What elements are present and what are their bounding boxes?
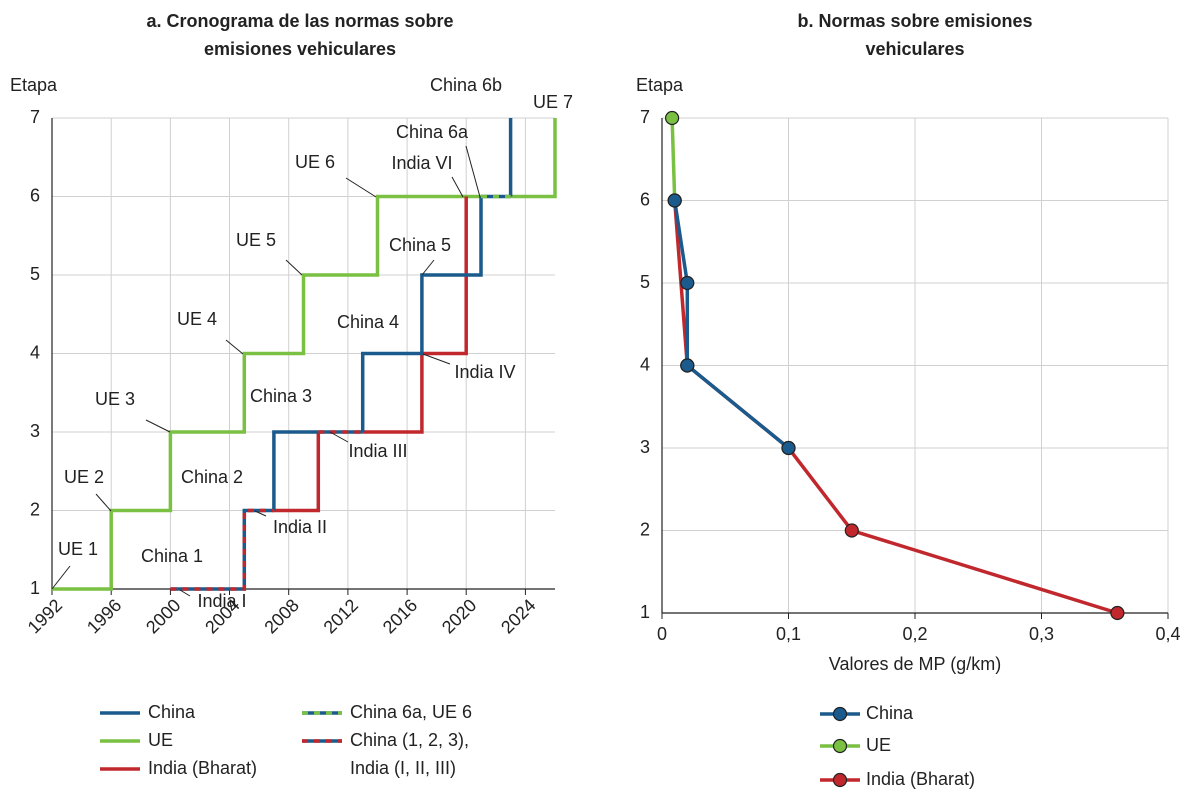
- annotation-leader: [285, 259, 303, 276]
- annotation: China 4: [337, 312, 399, 332]
- y-tick-label: 4: [30, 342, 40, 362]
- series-line: [52, 194, 481, 591]
- x-tick-label: 1996: [83, 595, 125, 637]
- annotation-leader: [422, 353, 451, 365]
- legend-label: China 6a, UE 6: [350, 702, 472, 722]
- series-line: [672, 200, 790, 450]
- series-line: [672, 200, 1118, 615]
- data-point: [680, 275, 695, 291]
- data-point: [680, 358, 695, 373]
- annotation-leader: [345, 177, 377, 198]
- y-tick-label: 2: [640, 519, 650, 539]
- x-tick-label: 0,4: [1155, 624, 1180, 644]
- annotation-leader: [421, 259, 435, 276]
- annotation: China 2: [181, 467, 243, 487]
- x-tick-label: 2012: [320, 595, 362, 637]
- data-point: [1110, 605, 1125, 621]
- series-line: [510, 118, 557, 199]
- legend-marker: [832, 706, 848, 722]
- data-point: [781, 440, 796, 456]
- data-point: [664, 110, 680, 126]
- annotation-leader: [225, 339, 244, 355]
- x-tick-label: 2016: [379, 595, 421, 637]
- chart-title: vehiculares: [865, 39, 964, 59]
- x-tick-label: 2008: [260, 595, 302, 637]
- series-line-dash: [170, 508, 274, 591]
- x-tick-label: 0,1: [776, 624, 801, 644]
- annotation: India IV: [454, 362, 515, 382]
- annotation-leader: [51, 565, 71, 590]
- y-tick-label: 5: [640, 272, 650, 292]
- y-tick-label: 5: [30, 264, 40, 284]
- annotation-leader: [451, 176, 464, 198]
- annotation: UE 6: [295, 152, 335, 172]
- annotation: India III: [348, 441, 407, 461]
- annotation: China 1: [141, 546, 203, 566]
- data-point: [844, 523, 859, 538]
- x-tick-label: 2020: [438, 595, 480, 637]
- y-tick-label: 6: [640, 189, 650, 209]
- annotation-leader: [254, 510, 267, 517]
- y-tick-label: 3: [640, 437, 650, 457]
- legend-marker: [832, 738, 848, 754]
- annotation: UE 7: [533, 92, 573, 112]
- annotation-leader: [465, 145, 481, 198]
- annotation-leader: [145, 419, 171, 433]
- annotation: India VI: [391, 153, 452, 173]
- legend-label: UE: [866, 735, 891, 755]
- annotation: China 6b: [430, 75, 502, 95]
- y-tick-label: 1: [30, 578, 40, 598]
- chart-title: a. Cronograma de las normas sobre: [146, 11, 453, 31]
- annotation: UE 2: [64, 467, 104, 487]
- series-line: [273, 432, 321, 513]
- legend-label-line: China (1, 2, 3),: [350, 730, 469, 750]
- y-tick-label: 2: [30, 499, 40, 519]
- x-tick-label: 1992: [24, 595, 66, 637]
- x-tick-label: 2024: [497, 595, 539, 637]
- annotation: China 5: [389, 235, 451, 255]
- y-tick-label: 1: [640, 602, 650, 622]
- legend-label: China (1, 2, 3), India (I, II, III): [350, 730, 469, 778]
- x-tick-label: 0,3: [1029, 624, 1054, 644]
- x-tick-label: 2000: [142, 595, 184, 637]
- annotation: India I: [197, 591, 246, 611]
- legend-label-line: India (I, II, III): [350, 758, 456, 778]
- annotation: India II: [273, 517, 327, 537]
- legend-label: China: [866, 703, 914, 723]
- y-tick-label: 3: [30, 421, 40, 441]
- chart-title: emisiones vehiculares: [204, 39, 396, 59]
- x-axis-label: Valores de MP (g/km): [829, 654, 1001, 674]
- legend-label: China: [148, 702, 196, 722]
- annotation: China 6a: [396, 122, 469, 142]
- y-tick-label: 6: [30, 185, 40, 205]
- annotation: UE 5: [236, 230, 276, 250]
- x-tick-label: 0,2: [902, 624, 927, 644]
- annotation-leader: [329, 431, 349, 443]
- y-tick-label: 7: [640, 107, 650, 127]
- series-line: [272, 430, 319, 511]
- annotation-leader: [179, 589, 191, 597]
- y-tick-label: 7: [30, 107, 40, 127]
- series-line: [360, 196, 483, 432]
- legend-label: India (Bharat): [866, 769, 975, 789]
- annotation: UE 4: [177, 309, 217, 329]
- y-axis-label: Etapa: [10, 75, 58, 95]
- annotation: UE 3: [95, 389, 135, 409]
- chart-title: b. Normas sobre emisiones: [797, 11, 1032, 31]
- y-axis-label: Etapa: [636, 75, 684, 95]
- legend-marker: [832, 772, 848, 788]
- annotation: China 3: [250, 386, 312, 406]
- legend-label: UE: [148, 730, 173, 750]
- annotation-leader: [95, 493, 112, 512]
- series-line: [670, 117, 677, 201]
- data-point: [667, 193, 682, 208]
- y-tick-label: 4: [640, 354, 650, 374]
- annotation: UE 1: [58, 539, 98, 559]
- legend-label: India (Bharat): [148, 758, 257, 778]
- x-tick-label: 0: [657, 624, 667, 644]
